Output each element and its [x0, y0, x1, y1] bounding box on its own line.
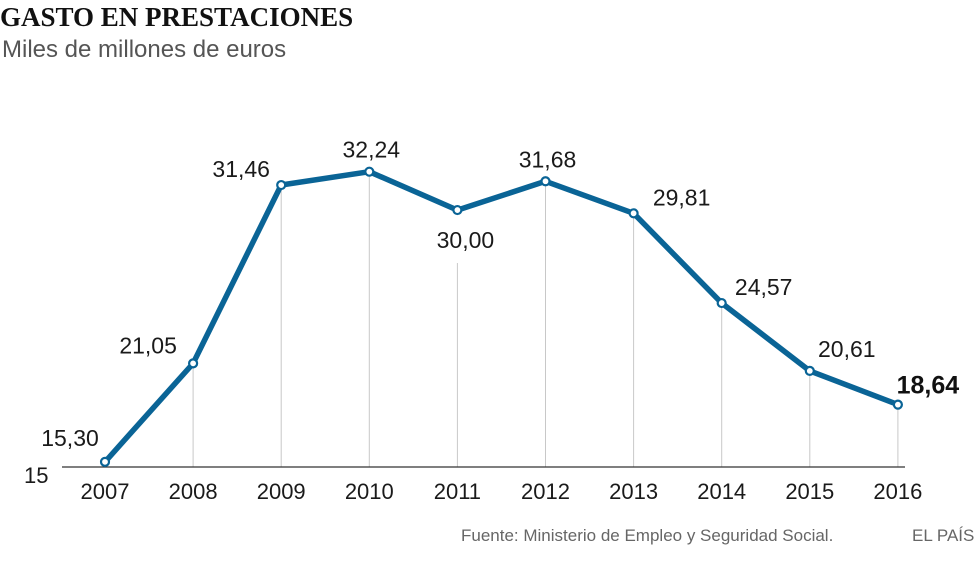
data-point-2013 [628, 208, 639, 219]
x-tick-label-2013: 2013 [609, 479, 658, 504]
data-label-2012: 31,68 [519, 146, 577, 172]
data-label-2010: 32,24 [343, 137, 401, 163]
data-label-2011: 30,00 [437, 227, 495, 253]
data-label-2015: 20,61 [818, 336, 876, 362]
x-tick-label-2011: 2011 [434, 479, 481, 504]
data-point-2014 [716, 297, 727, 309]
data-point-2015 [804, 365, 815, 377]
data-point-2010 [364, 166, 375, 177]
brand-logo: EL PAÍS [912, 526, 975, 545]
data-point-2008 [188, 358, 199, 369]
x-tick-label-2012: 2012 [521, 479, 570, 504]
data-label-2007: 15,30 [41, 425, 99, 451]
chart-title: GASTO EN PRESTACIONES [0, 2, 354, 32]
x-tick-label-2007: 2007 [81, 479, 130, 504]
x-tick-label-2010: 2010 [345, 479, 394, 504]
source-note: Fuente: Ministerio de Empleo y Seguridad… [461, 526, 834, 545]
data-label-2013: 29,81 [653, 184, 711, 210]
x-tick-label-2009: 2009 [257, 479, 306, 504]
x-tick-label-2014: 2014 [697, 479, 746, 504]
x-tick-label-2015: 2015 [785, 479, 834, 504]
data-point-2012 [540, 176, 551, 187]
y-tick-label: 15 [24, 463, 48, 488]
series-line [102, 168, 901, 465]
data-point-2011 [452, 204, 463, 216]
chart-subtitle: Miles de millones de euros [2, 36, 287, 63]
data-point-2009 [276, 179, 287, 191]
data-label-2014: 24,57 [735, 274, 793, 300]
x-tick-label-2008: 2008 [169, 479, 218, 504]
data-label-2008: 21,05 [119, 332, 177, 358]
data-label-2009: 31,46 [212, 156, 270, 182]
data-label-2016: 18,64 [897, 372, 960, 400]
data-point-2007 [99, 456, 111, 467]
x-tick-label-2016: 2016 [873, 479, 922, 504]
data-point-2016 [892, 399, 904, 410]
